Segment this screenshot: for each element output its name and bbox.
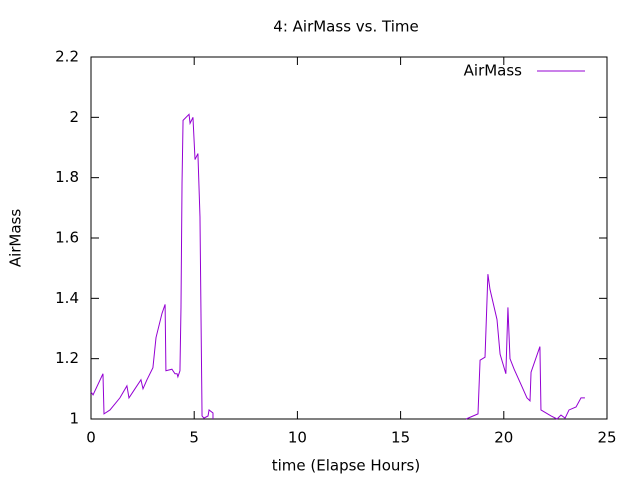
x-axis-label: time (Elapse Hours)	[272, 457, 420, 475]
y-tick-label: 1	[69, 410, 79, 428]
plot-border	[90, 56, 608, 420]
x-tick-label: 0	[86, 429, 96, 447]
y-tick-label: 1.4	[55, 289, 79, 307]
legend-label: AirMass	[464, 62, 523, 80]
y-tick-label: 1.6	[55, 229, 79, 247]
y-tick-label: 1.8	[55, 168, 79, 186]
data-line	[90, 113, 585, 420]
y-tick-label: 1.2	[55, 349, 79, 367]
chart-title: 4: AirMass vs. Time	[273, 18, 418, 36]
y-tick-label: 2.2	[55, 48, 79, 66]
y-axis-label: AirMass	[7, 209, 25, 268]
x-tick-label: 15	[391, 429, 410, 447]
x-tick-label: 10	[288, 429, 307, 447]
x-tick-label: 20	[494, 429, 513, 447]
x-tick-label: 25	[597, 429, 616, 447]
x-tick-label: 5	[189, 429, 199, 447]
y-tick-label: 2	[69, 108, 79, 126]
